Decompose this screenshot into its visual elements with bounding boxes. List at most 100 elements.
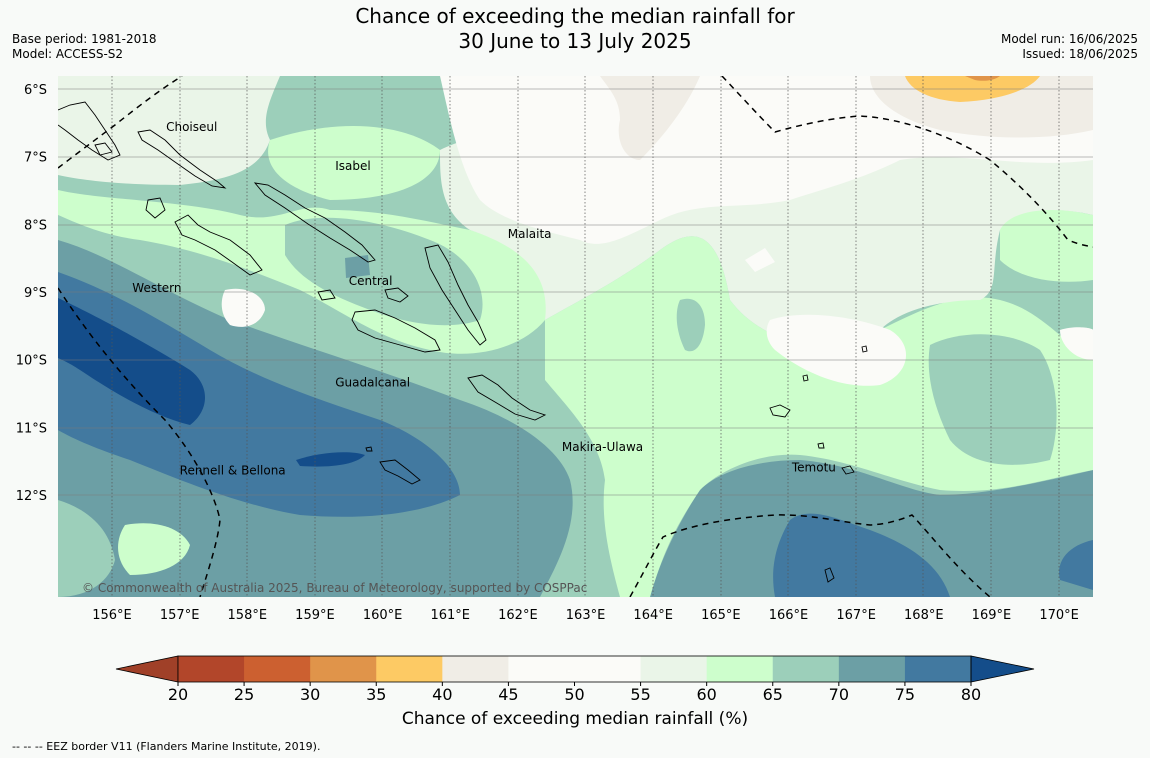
place-label: Central [349,274,393,288]
place-labels: Choiseul Isabel Malaita Western Central Guada… [132,120,836,478]
colorbar-tick-label: 55 [630,685,650,704]
coastline-florida-islands [317,289,336,301]
place-label: Western [132,281,181,295]
coastline-vella-lavella [145,197,166,219]
place-label: Isabel [335,159,370,173]
coastline-malaita [424,244,487,346]
colorbar-tick-label: 60 [696,685,716,704]
colorbar-segment [904,656,972,682]
contour-65-east-edge [1000,209,1093,282]
coastline-bellona [365,446,373,452]
colorbar-segment [772,656,840,682]
lat-label: 11°S [16,421,47,436]
lon-label: 161°E [430,608,470,623]
lat-label: 10°S [16,354,47,369]
contour-65-north [268,126,440,200]
title-line-1: Chance of exceeding the median rainfall … [355,4,795,28]
copyright-text: © Commonwealth of Australia 2025, Bureau… [82,581,587,595]
coastline-rennell [379,459,421,485]
colorbar-segment [442,656,509,682]
contour-55-small1 [745,248,775,272]
contour-70-east [928,334,1057,465]
coastline-tikopia [824,567,835,583]
colorbar-tick-label: 45 [498,685,518,704]
lon-label: 163°E [566,608,606,623]
place-label: Rennell & Bellona [180,464,286,478]
coastline-reef-islands [802,374,809,382]
lon-label: 159°E [295,608,335,623]
colorbar-segment [376,656,443,682]
colorbar-segment [640,656,708,682]
coastline-guadalcanal [351,309,441,353]
lat-label: 12°S [16,489,47,504]
coastline-new-georgia [174,214,263,276]
colorbar-segment [838,656,906,682]
lon-label: 169°E [972,608,1012,623]
colorbar-tick-label: 25 [234,685,254,704]
colorbar-tick-label: 75 [895,685,915,704]
title-line-2: 30 June to 13 July 2025 [458,29,692,53]
contour-70-mid [676,298,705,352]
contour-over80-rennell [296,452,365,467]
lon-label: 165°E [701,608,741,623]
colorbar-tick-label: 65 [763,685,783,704]
coastline-shortland [94,142,113,156]
contour-70-central [285,217,483,326]
lat-label: 6°S [24,83,47,98]
coastline-choiseul [137,129,227,189]
coastline-vanikoro [841,465,855,475]
contour-80-southeast [773,513,950,597]
lon-label: 170°E [1039,608,1079,623]
colorbar-tick-label: 50 [564,685,584,704]
contour-75-central [345,255,370,278]
colorbar-tick-label: 70 [829,685,849,704]
lon-label: 158°E [228,608,268,623]
lon-label: 167°E [836,608,876,623]
colorbar-segment [244,656,311,682]
colorbar-tick-label: 35 [366,685,386,704]
colorbar-segment [178,656,245,682]
place-label: Temotu [791,460,836,474]
colorbar-tick-label: 30 [300,685,320,704]
contour-55-east-pocket [766,314,907,386]
coastline-isabel [253,182,376,263]
colorbar-label: Chance of exceeding median rainfall (%) [401,709,749,729]
contour-70-south-pocket [58,500,115,597]
contour-45-north [600,76,700,160]
eez-border [58,76,1093,597]
eez-border-northwest [58,76,183,169]
coastline-makira [467,374,547,421]
colorbar: 20 25 30 35 40 45 50 55 60 65 70 75 80 [115,655,1035,704]
issued-date: Issued: 18/06/2025 [1022,47,1138,61]
colorbar-segment [310,656,377,682]
lat-label: 8°S [24,218,47,233]
colorbar-tick-label: 20 [168,685,188,704]
lon-label: 160°E [363,608,403,623]
coastline-duff-islands [861,345,868,353]
lat-label: 9°S [24,286,47,301]
eez-border-west [58,287,221,597]
contour-over80-southwest [58,298,205,425]
meridians [111,76,1060,597]
model-name: Model: ACCESS-S2 [12,47,124,61]
coastline-bougainville [58,101,121,161]
contour-65-south-pocket [118,523,190,575]
place-label: Guadalcanal [335,376,410,390]
contour-55-east-edge [1060,327,1093,360]
place-label: Malaita [508,227,552,241]
latitude-labels: 6°S 7°S 8°S 9°S 10°S 11°S 12°S [16,83,47,504]
contour-80-east [1059,540,1093,590]
eez-border-northeast [721,76,1093,248]
lon-label: 156°E [92,608,132,623]
coastline-santa-cruz [769,404,791,418]
lat-label: 7°S [24,151,47,166]
contour-55-small2 [221,288,265,327]
base-period: Base period: 1981-2018 [12,32,157,46]
place-label: Choiseul [166,120,217,134]
eez-border-south [629,514,991,597]
colorbar-under-arrow [115,655,179,683]
lon-label: 162°E [498,608,538,623]
eez-footnote: -- -- -- EEZ border V11 (Flanders Marine… [12,740,321,753]
lon-label: 168°E [904,608,944,623]
coastline-russell [384,287,409,303]
